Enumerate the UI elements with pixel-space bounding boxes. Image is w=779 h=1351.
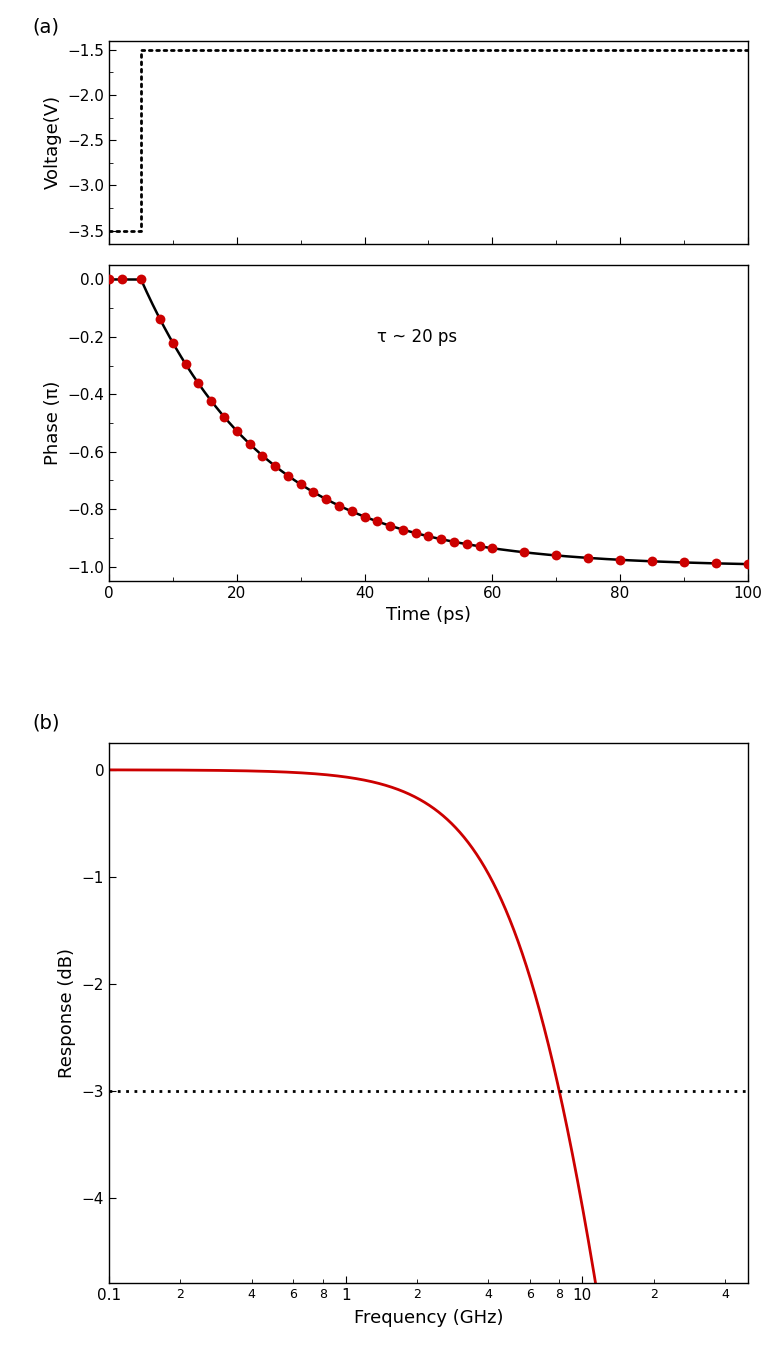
Text: τ ~ 20 ps: τ ~ 20 ps [377,328,457,346]
Point [460,534,473,555]
Point [550,544,562,566]
Point [410,523,422,544]
Point [474,535,486,557]
Point [154,308,167,330]
Point [179,354,192,376]
Point [448,531,460,553]
Point [192,373,205,394]
Point [307,481,319,503]
Point [269,455,281,477]
Point [115,269,128,290]
Point [243,434,256,455]
Point [282,465,294,486]
Point [167,332,179,354]
Point [614,549,626,570]
Point [320,489,333,511]
Point [294,473,307,494]
Text: (a): (a) [33,18,59,36]
Point [218,405,231,427]
Point [646,550,658,571]
Point [371,511,383,532]
Point [205,390,217,412]
X-axis label: Time (ps): Time (ps) [386,607,471,624]
X-axis label: Frequency (GHz): Frequency (GHz) [354,1309,503,1327]
Y-axis label: Voltage(V): Voltage(V) [44,96,62,189]
Point [231,420,243,442]
Point [333,494,345,516]
Point [710,553,722,574]
Point [256,444,269,466]
Point [422,526,435,547]
Y-axis label: Phase (π): Phase (π) [44,381,62,465]
Point [582,547,594,569]
Y-axis label: Response (dB): Response (dB) [58,948,76,1078]
Point [518,542,530,563]
Point [742,554,754,576]
Point [486,538,499,559]
Point [103,269,115,290]
Point [435,528,447,550]
Point [397,519,409,540]
Text: (b): (b) [33,713,60,732]
Point [384,515,397,536]
Point [135,269,147,290]
Point [346,501,358,523]
Point [358,505,371,527]
Point [678,551,690,573]
